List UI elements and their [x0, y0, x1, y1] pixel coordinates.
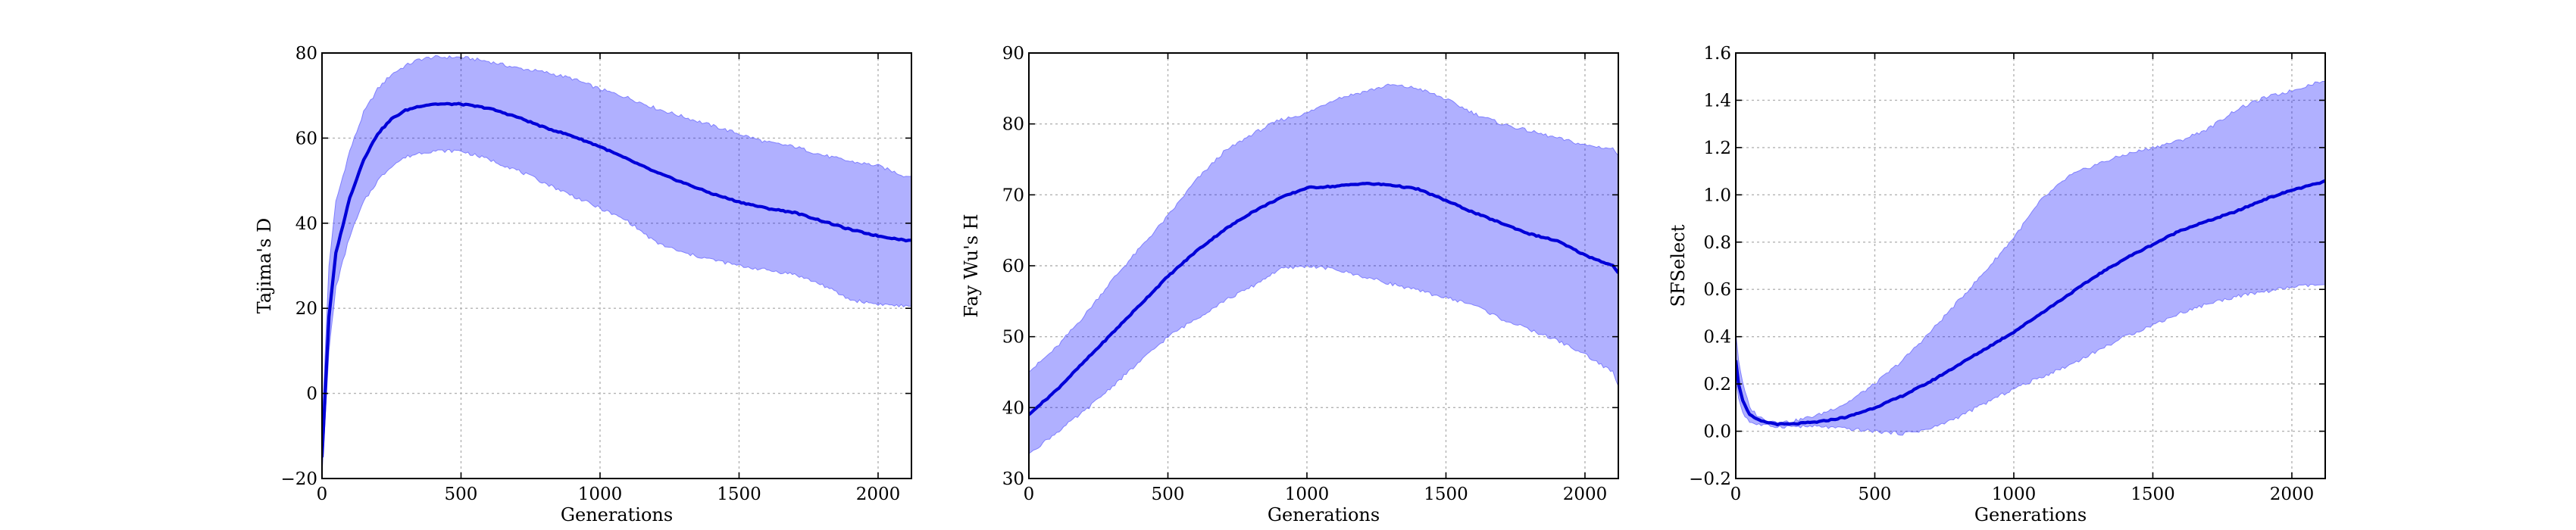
x-tick-label: 0 [317, 485, 328, 504]
y-tick-label: 40 [295, 214, 317, 234]
y-axis-label: Fay Wu's H [961, 214, 982, 317]
chart-panel-2: 0 500 1000 1500 2000 30 40 50 60 70 80 90 Generation… [961, 44, 1619, 525]
mean-line [1736, 179, 2325, 427]
x-axis-label: Generations [561, 504, 673, 525]
confidence-band [1736, 81, 2325, 436]
y-tick-label: 1.2 [1703, 139, 1731, 158]
x-tick-label: 2000 [1563, 485, 1608, 504]
x-tick-label: 1500 [2131, 485, 2175, 504]
y-tick-label: 80 [295, 44, 317, 64]
y-tick-label: 1.6 [1703, 44, 1731, 64]
x-tick-label: 0 [1024, 485, 1035, 504]
y-tick-label: −20 [280, 469, 317, 489]
y-tick-label: 0.4 [1703, 328, 1731, 348]
y-tick-label: 1.0 [1703, 186, 1731, 205]
y-tick-label: 70 [1002, 186, 1024, 205]
plot-frame [1735, 52, 2326, 479]
mean-line [1029, 182, 1618, 416]
y-tick-label: 90 [1002, 44, 1024, 64]
y-tick-label: 20 [295, 299, 317, 319]
x-tick-label: 1000 [1992, 485, 2037, 504]
y-tick-label: 1.4 [1703, 91, 1731, 111]
y-tick-label: 0.6 [1703, 280, 1731, 300]
x-tick-label: 1500 [1424, 485, 1468, 504]
mean-line [322, 101, 911, 458]
confidence-band [1029, 83, 1618, 454]
y-tick-label: 0.8 [1703, 233, 1731, 253]
x-tick-label: 1500 [717, 485, 761, 504]
y-tick-label: 0 [306, 385, 317, 404]
x-tick-label: 500 [445, 485, 478, 504]
x-axis-label: Generations [1268, 504, 1380, 525]
x-tick-label: 2000 [856, 485, 901, 504]
x-tick-label: 1000 [1285, 485, 1330, 504]
chart-panel-3: 0 500 1000 1500 2000 −0.2 0.0 0.2 0.4 0.6 0.8 1.0 1.… [1668, 44, 2326, 525]
chart-panel-1: 0 500 1000 1500 2000−20020406080GenerationsT… [254, 44, 912, 525]
x-tick-label: 0 [1730, 485, 1742, 504]
y-tick-label: 40 [1002, 398, 1024, 418]
x-axis-label: Generations [1974, 504, 2087, 525]
y-tick-label: −0.2 [1689, 469, 1731, 489]
x-tick-label: 500 [1152, 485, 1185, 504]
y-axis-label: Tajima's D [254, 218, 275, 313]
y-tick-label: 50 [1002, 328, 1024, 348]
y-tick-label: 30 [1002, 469, 1024, 489]
x-tick-label: 1000 [578, 485, 623, 504]
y-tick-label: 60 [295, 129, 317, 148]
y-tick-label: 0.0 [1703, 422, 1731, 442]
x-tick-label: 2000 [2270, 485, 2315, 504]
y-tick-label: 60 [1002, 257, 1024, 276]
x-tick-label: 500 [1859, 485, 1892, 504]
y-tick-label: 80 [1002, 115, 1024, 135]
plot-frame [321, 52, 912, 479]
y-tick-label: 0.2 [1703, 375, 1731, 394]
y-axis-label: SFSelect [1668, 224, 1689, 307]
confidence-band [322, 55, 911, 475]
